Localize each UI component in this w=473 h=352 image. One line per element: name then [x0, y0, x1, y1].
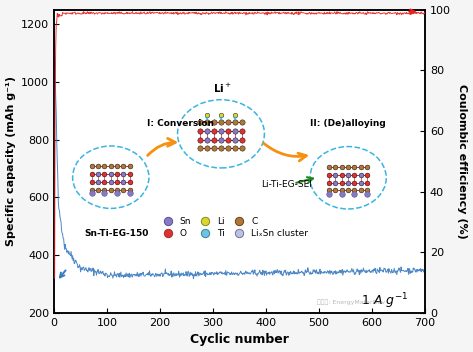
Y-axis label: Specific capacity (mAh g⁻¹): Specific capacity (mAh g⁻¹) [6, 76, 16, 246]
X-axis label: Cyclic number: Cyclic number [190, 333, 289, 346]
Y-axis label: Coulombic efficiency (%): Coulombic efficiency (%) [457, 84, 467, 239]
Text: $\mathit{1\ A\ g^{-1}}$: $\mathit{1\ A\ g^{-1}}$ [361, 291, 409, 310]
Text: Li$^+$: Li$^+$ [213, 82, 232, 95]
Legend: Sn, O, Li, Ti, C, LiₓSn cluster: Sn, O, Li, Ti, C, LiₓSn cluster [155, 214, 312, 242]
Text: 微信号: EnergyMaterDev: 微信号: EnergyMaterDev [317, 299, 385, 305]
Text: II: (De)alloying: II: (De)alloying [310, 119, 386, 128]
Text: Sn-Ti-EG-150: Sn-Ti-EG-150 [85, 230, 149, 238]
Text: I: Conversion: I: Conversion [147, 119, 214, 128]
Text: Li-Ti-EG-SEI: Li-Ti-EG-SEI [261, 180, 312, 189]
